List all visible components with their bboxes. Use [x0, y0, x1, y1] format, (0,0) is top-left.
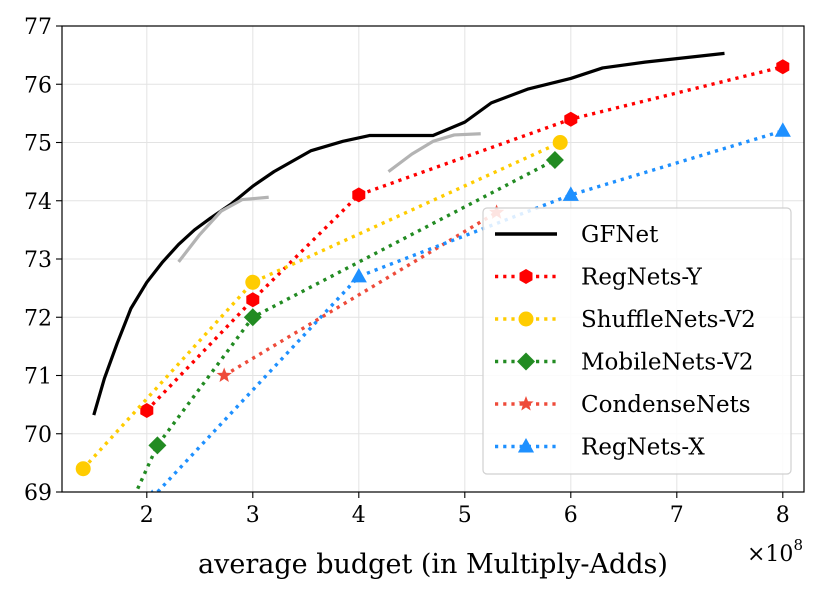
point-regnets-y-shape	[776, 59, 790, 75]
y-tick-label: 74	[24, 190, 52, 215]
legend-marker-regnets-x-shape	[517, 438, 535, 453]
x-axis-multiplier: ×108	[747, 536, 803, 567]
point-regnets-y-shape	[140, 402, 154, 418]
point-mobilenets-v2	[122, 495, 140, 513]
y-tick-label: 72	[24, 306, 52, 331]
y-tick-label: 71	[24, 365, 52, 390]
point-mobilenets-v2	[545, 150, 564, 169]
x-tick-label: 6	[564, 503, 578, 528]
point-regnets-y	[352, 187, 366, 203]
point-regnets-x	[774, 122, 791, 137]
point-shufflenets-v2-shape	[75, 461, 91, 477]
series-line-regnets-x	[155, 129, 784, 492]
point-mobilenets-v2	[148, 436, 167, 455]
point-shufflenets-v2	[245, 274, 261, 290]
point-shufflenets-v2-shape	[245, 274, 261, 290]
series-gfnet-stage	[177, 132, 481, 263]
point-regnets-y-shape	[564, 111, 578, 127]
point-regnets-y	[246, 292, 260, 308]
y-tick-label: 77	[24, 15, 52, 40]
point-regnets-x-shape	[350, 267, 367, 283]
point-shufflenets-v2	[552, 135, 568, 150]
point-regnets-x-shape	[774, 122, 791, 137]
point-mobilenets-v2-shape	[122, 495, 140, 513]
x-tick-label: 8	[776, 503, 790, 528]
legend-marker-mobilenets-v2	[517, 352, 535, 371]
series-line-mobilenets-v2	[134, 158, 556, 492]
x-axis-multiplier-base: ×10	[747, 542, 793, 567]
series-line-gfnet	[92, 51, 725, 416]
point-regnets-x	[562, 186, 579, 201]
legend-marker-shufflenets-v2-shape	[518, 311, 534, 327]
axes: 2 3 4 5 6 7 8 69 70 71 72 73 74 75 76 77	[24, 15, 790, 528]
legend-marker-regnets-x	[517, 438, 535, 453]
legend-entry-condensenets: CondenseNets	[495, 392, 751, 418]
y-tick-label: 76	[24, 73, 52, 98]
point-regnets-x	[150, 489, 154, 492]
series-mobilenets-v2	[122, 150, 564, 513]
y-tick-label: 70	[24, 423, 52, 448]
legend-label-regnets-x: RegNets-X	[581, 435, 705, 461]
point-regnets-y	[140, 402, 154, 418]
series-shufflenets-v2	[75, 135, 568, 477]
x-tick-label: 2	[140, 503, 154, 528]
series-line-gfnet-stage	[387, 132, 481, 173]
x-axis-label: average budget (in Multiply-Adds)	[198, 549, 668, 580]
x-tick-label: 5	[458, 503, 472, 528]
legend-entry-shufflenets-v2: ShuffleNets-V2	[495, 307, 756, 333]
legend-label-condensenets: CondenseNets	[581, 392, 751, 418]
y-tick-label: 69	[24, 481, 52, 506]
series-gfnet	[92, 51, 725, 416]
legend-entry-regnets-x: RegNets-X	[495, 435, 705, 461]
point-regnets-y-shape	[352, 187, 366, 203]
series-line-shufflenets-v2	[81, 140, 561, 470]
x-axis-multiplier-exponent: 8	[793, 536, 803, 554]
point-regnets-y	[564, 111, 578, 127]
legend-label-shufflenets-v2: ShuffleNets-V2	[581, 307, 756, 333]
point-regnets-y-shape	[246, 292, 260, 308]
series-regnets-x	[150, 122, 791, 492]
legend: GFNet RegNets-Y ShuffleNets-V2 MobileNets-V…	[482, 207, 792, 475]
legend-marker-regnets-y	[519, 269, 533, 284]
series-regnets-y	[140, 59, 790, 418]
point-mobilenets-v2-shape	[148, 436, 167, 455]
point-condensenets	[216, 367, 232, 382]
point-mobilenets-v2-shape	[243, 308, 262, 327]
legend-entry-mobilenets-v2: MobileNets-V2	[495, 350, 754, 376]
point-shufflenets-v2	[75, 461, 91, 477]
y-tick-label: 75	[24, 132, 52, 157]
point-regnets-y	[776, 59, 790, 75]
legend-box	[482, 207, 792, 475]
legend-entry-regnets-y: RegNets-Y	[495, 265, 703, 291]
legend-entry-gfnet: GFNet	[495, 222, 659, 248]
legend-marker-mobilenets-v2-shape	[517, 352, 535, 371]
point-regnets-x-shape	[150, 489, 154, 492]
point-condensenets-shape	[216, 367, 232, 382]
point-mobilenets-v2-shape	[545, 150, 564, 169]
legend-marker-condensenets	[518, 396, 534, 411]
legend-marker-condensenets-shape	[518, 396, 534, 411]
series-line-gfnet-stage	[177, 195, 269, 263]
legend-marker-shufflenets-v2	[518, 311, 534, 327]
series-line-regnets-y	[145, 65, 784, 412]
x-tick-label: 3	[246, 503, 260, 528]
series-layer	[75, 51, 791, 513]
x-tick-label: 4	[352, 503, 366, 528]
y-tick-label: 73	[24, 248, 52, 273]
legend-marker-regnets-y-shape	[519, 269, 533, 284]
legend-label-regnets-y: RegNets-Y	[581, 265, 703, 291]
point-mobilenets-v2	[243, 308, 262, 327]
point-regnets-x-shape	[562, 186, 579, 201]
point-shufflenets-v2-shape	[552, 135, 568, 150]
legend-label-gfnet: GFNet	[581, 222, 659, 248]
point-regnets-x	[350, 267, 367, 283]
legend-label-mobilenets-v2: MobileNets-V2	[581, 350, 754, 376]
x-tick-label: 7	[670, 503, 684, 528]
